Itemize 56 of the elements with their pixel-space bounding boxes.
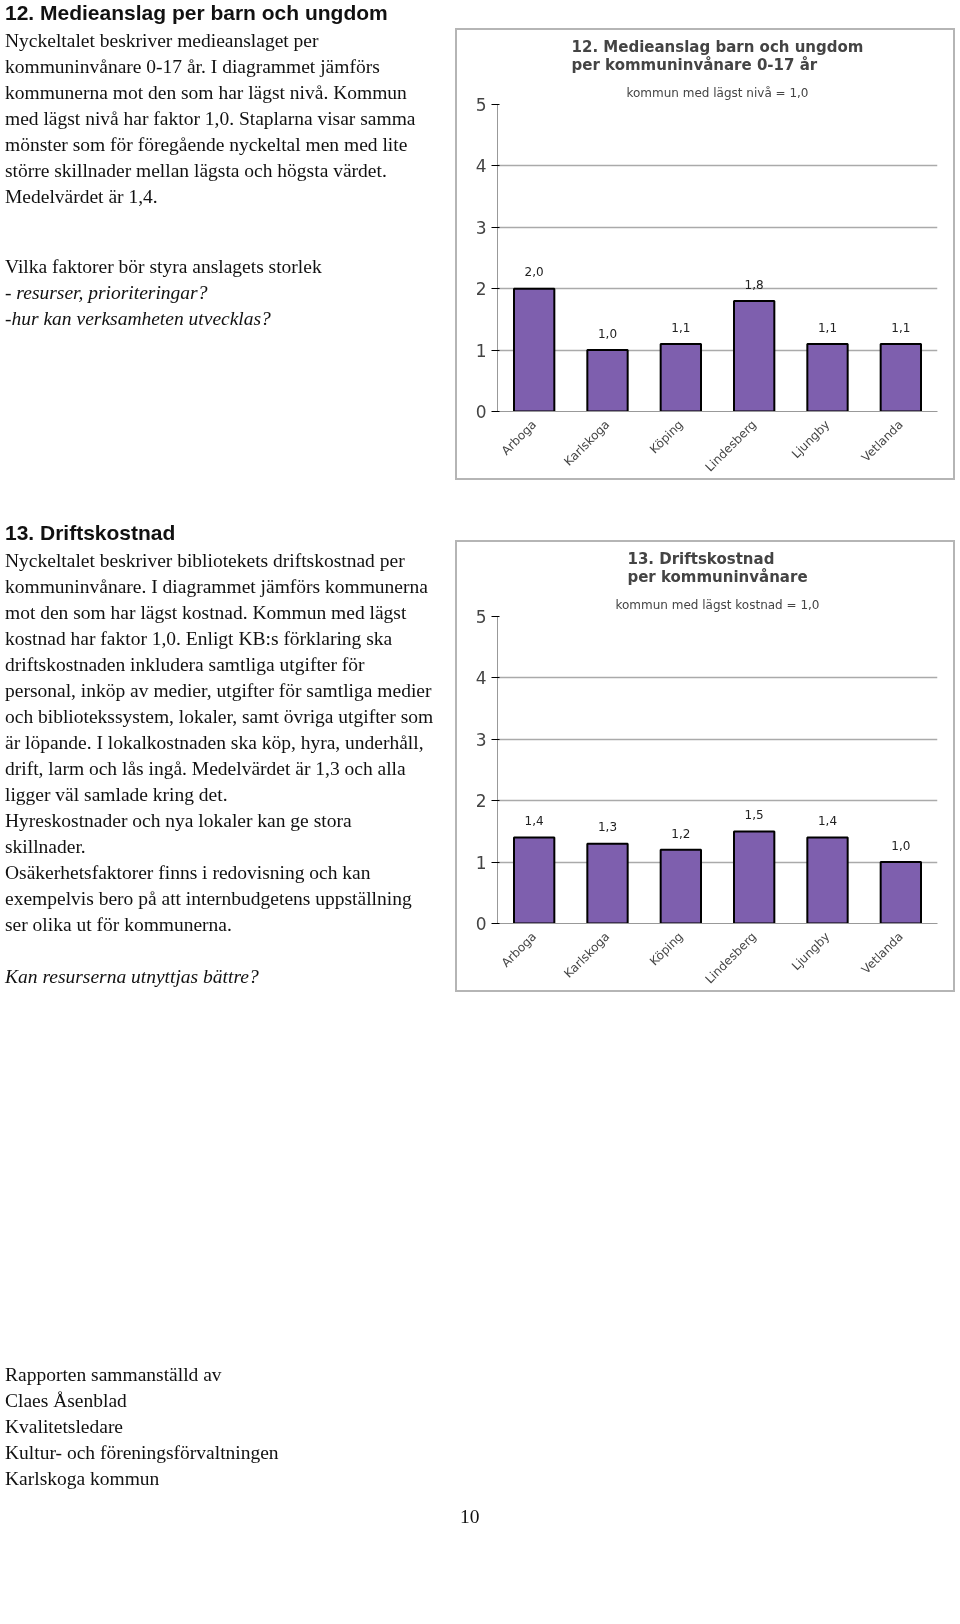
text: - resurser, prioriteringar? bbox=[5, 281, 209, 305]
y-tick-label: 3 bbox=[475, 729, 487, 750]
text: Nyckeltalet beskriver bibliotekets driftskostnad per kommuninvånare. I diagrammet jämförs kommunerna mot den som har lägst kostnad. Kommun med lägst kostnad har faktor 1,0. Enligt KB:s förklaring ska driftskostnaden inkludera samtliga utgifter för personal, inköp av medier, utgifter för samtliga medier och bibliotekssystem, lokaler, samt övriga utgifter som är löpande. I lokalkostnaden ska köp, hyra, underhåll, drift, larm och lås ingå. Medelvärdet är 1,3 och alla ligger väl samlade kring det. bbox=[5, 550, 434, 805]
y-tick-label: 4 bbox=[475, 156, 487, 177]
y-tick-label: 2 bbox=[475, 279, 487, 300]
text: 13. Driftskostnad bbox=[5, 520, 177, 546]
text: Karlskoga kommun bbox=[5, 1467, 161, 1491]
bar bbox=[879, 342, 922, 412]
data-label: 1,4 bbox=[524, 814, 544, 829]
data-label: 1,8 bbox=[744, 277, 764, 292]
bar bbox=[733, 830, 776, 924]
chart-title: 13. Driftskostnad per kommuninvånare bbox=[627, 549, 808, 586]
text: Osäkerhetsfaktorer finns i redovisning och kan exempelvis bero på att internbudgetens uppställning ser olika ut för kommunerna. bbox=[5, 861, 413, 937]
data-label: 1,5 bbox=[744, 808, 764, 823]
text: Claes Åsenblad bbox=[5, 1389, 128, 1413]
text: -hur kan verksamheten utvecklas? bbox=[5, 307, 272, 331]
data-label: 1,1 bbox=[671, 320, 691, 335]
text: 12. Medieanslag per barn och ungdom bbox=[5, 0, 389, 26]
chart-title: 12. Medieanslag barn och ungdom per kommuninvånare 0-17 år bbox=[571, 37, 864, 74]
data-label: 1,0 bbox=[891, 838, 911, 853]
data-label: 2,0 bbox=[524, 265, 544, 280]
chart-subtitle: kommun med lägst kostnad = 1,0 bbox=[615, 597, 820, 612]
y-tick-label: 0 bbox=[475, 914, 487, 934]
y-tick-label: 5 bbox=[475, 95, 487, 115]
bar bbox=[806, 342, 849, 412]
text: Rapporten sammanställd av bbox=[5, 1363, 223, 1387]
data-label: 1,4 bbox=[817, 814, 838, 829]
y-tick-label: 1 bbox=[475, 852, 487, 873]
y-tick-label: 5 bbox=[475, 607, 487, 627]
y-tick-label: 2 bbox=[475, 791, 487, 812]
chart-subtitle: kommun med lägst nivå = 1,0 bbox=[626, 85, 809, 100]
data-label: 1,1 bbox=[891, 320, 911, 335]
bar bbox=[733, 299, 776, 412]
bar bbox=[586, 349, 629, 412]
text: Vilka faktorer bör styra anslagets storlek bbox=[5, 255, 323, 279]
data-label: 1,0 bbox=[597, 326, 618, 341]
bar bbox=[659, 342, 702, 412]
text: Kvalitetsledare bbox=[5, 1415, 125, 1439]
data-label: 1,1 bbox=[817, 320, 838, 335]
data-label: 1,2 bbox=[671, 826, 691, 841]
y-tick-label: 4 bbox=[475, 668, 487, 689]
data-label: 1,3 bbox=[597, 820, 618, 835]
text: Kan resurserna utnyttjas bättre? bbox=[5, 965, 260, 989]
bar bbox=[806, 836, 849, 924]
bar bbox=[659, 848, 702, 924]
bar bbox=[513, 836, 556, 924]
bar bbox=[513, 287, 556, 412]
y-tick-label: 3 bbox=[475, 217, 487, 238]
text: 10 bbox=[459, 1505, 480, 1529]
text: Kultur- och föreningsförvaltningen bbox=[5, 1441, 280, 1465]
bar bbox=[586, 842, 629, 924]
y-tick-label: 1 bbox=[475, 340, 487, 361]
text: Nyckeltalet beskriver medieanslaget per kommuninvånare 0-17 år. I diagrammet jämförs kommunerna mot den som har lägst nivå. Kommun med lägst nivå har faktor 1,0. Staplarna visar samma mönster som för föregående nyckeltal men med lite större skillnader mellan lägsta och högsta värdet. Medelvärdet är 1,4. bbox=[5, 29, 417, 209]
bar bbox=[879, 861, 922, 924]
text: Hyreskostnader och nya lokaler kan ge stora skillnader. bbox=[5, 809, 353, 859]
y-tick-label: 0 bbox=[475, 402, 487, 422]
